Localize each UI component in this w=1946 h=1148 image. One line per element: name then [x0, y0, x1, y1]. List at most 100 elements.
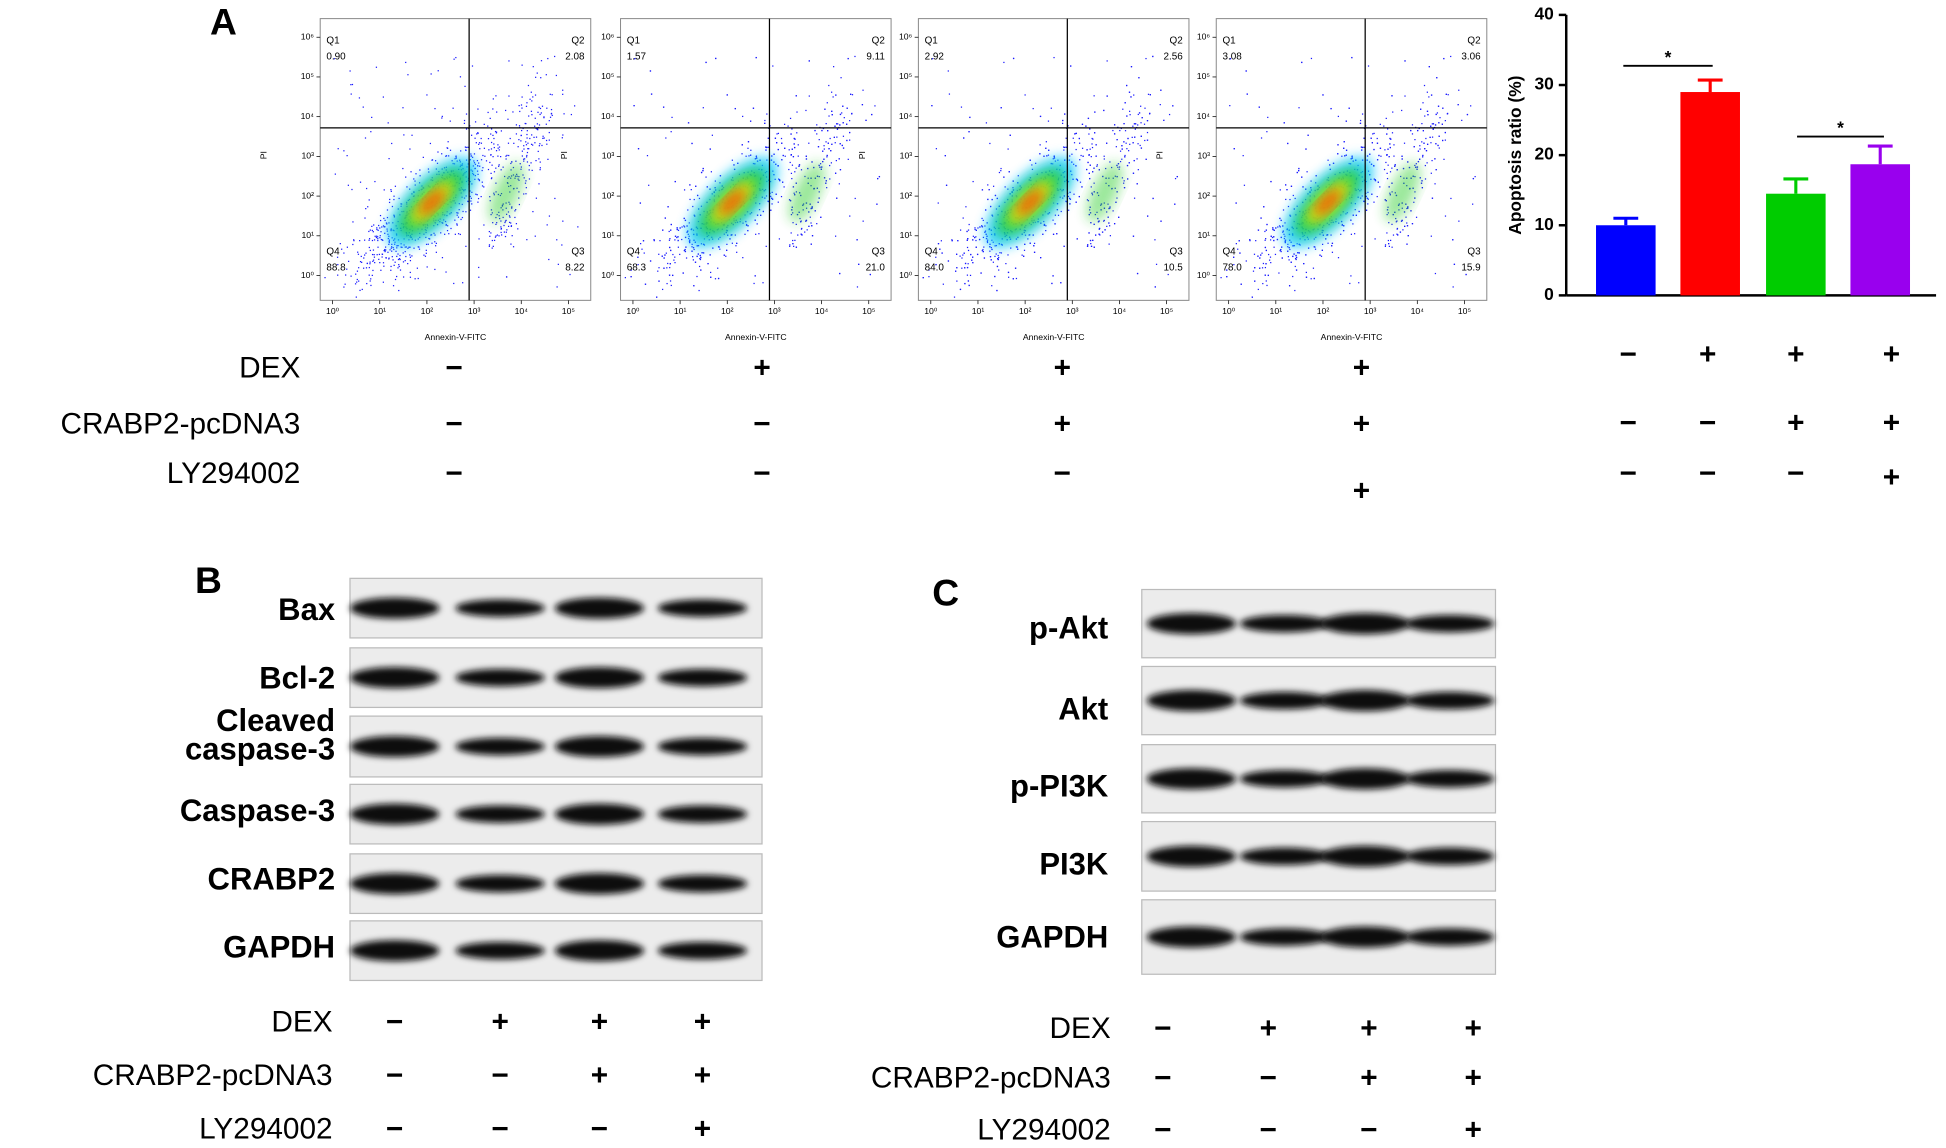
event-dot	[1127, 137, 1129, 140]
event-dot	[1043, 155, 1045, 157]
event-dot	[769, 195, 772, 198]
event-dot	[789, 117, 792, 120]
event-dot	[1396, 233, 1398, 235]
event-dot	[336, 256, 339, 258]
event-dot	[1126, 84, 1128, 87]
event-dot	[847, 158, 849, 160]
event-dot	[1140, 122, 1142, 124]
event-dot	[1086, 168, 1088, 171]
event-dot	[1257, 255, 1259, 257]
event-dot	[679, 227, 681, 229]
event-dot	[1281, 246, 1283, 248]
event-dot	[811, 161, 813, 163]
event-dot	[374, 261, 376, 264]
event-dot	[478, 143, 480, 145]
event-dot	[791, 148, 793, 150]
event-dot	[368, 274, 370, 276]
event-dot	[480, 142, 483, 144]
event-dot	[1056, 233, 1058, 235]
blot-strip	[1141, 665, 1497, 736]
event-dot	[1062, 119, 1064, 122]
event-dot	[1075, 148, 1077, 151]
event-dot	[470, 155, 473, 157]
event-dot	[388, 157, 390, 160]
y-tick-label: 10⁶	[1197, 32, 1211, 42]
event-dot	[831, 114, 833, 116]
event-dot	[425, 243, 428, 245]
event-dot	[1386, 133, 1388, 135]
event-dot	[1260, 254, 1262, 256]
event-dot	[404, 250, 406, 253]
event-dot	[1010, 247, 1012, 249]
event-dot	[391, 246, 393, 248]
event-dot	[377, 246, 379, 248]
event-dot	[523, 158, 526, 160]
event-dot	[334, 173, 336, 175]
event-dot	[380, 231, 382, 233]
event-dot	[747, 225, 749, 227]
event-dot	[1287, 256, 1289, 258]
event-dot	[1035, 162, 1037, 164]
event-dot	[1139, 144, 1141, 147]
event-dot	[798, 164, 801, 166]
event-dot	[809, 216, 811, 218]
event-dot	[795, 223, 797, 226]
event-dot	[1052, 233, 1055, 235]
event-dot	[799, 221, 802, 223]
event-dot	[459, 76, 462, 78]
event-dot	[534, 235, 536, 237]
event-dot	[425, 252, 427, 254]
treatment-sign: +	[591, 1059, 608, 1092]
event-dot	[1095, 144, 1097, 146]
x-tick-label: 10⁵	[562, 306, 576, 316]
event-dot	[828, 115, 830, 117]
event-dot	[1312, 267, 1315, 269]
event-dot	[490, 154, 492, 156]
event-dot	[783, 186, 785, 188]
x-axis-label: Annexin-V-FITC	[1321, 332, 1383, 342]
event-dot	[1404, 60, 1406, 62]
event-dot	[682, 272, 684, 274]
event-dot	[545, 123, 547, 125]
event-dot	[453, 282, 455, 285]
event-dot	[1341, 155, 1343, 157]
event-dot	[835, 123, 838, 125]
event-dot	[1000, 107, 1002, 109]
event-dot	[1137, 124, 1139, 126]
event-dot	[346, 246, 348, 248]
event-dot	[1064, 113, 1066, 115]
event-dot	[455, 155, 457, 157]
event-dot	[554, 197, 556, 200]
event-dot	[702, 107, 704, 109]
event-dot	[366, 262, 368, 265]
quadrant-value: 3.06	[1461, 52, 1481, 63]
event-dot	[448, 155, 450, 157]
event-dot	[1007, 271, 1010, 274]
event-dot	[504, 221, 506, 224]
event-dot	[1421, 122, 1423, 125]
event-dot	[357, 253, 360, 255]
event-dot	[1005, 262, 1007, 265]
event-dot	[1287, 205, 1290, 208]
event-dot	[1351, 156, 1353, 158]
event-dot	[839, 124, 841, 126]
event-dot	[1045, 229, 1047, 232]
event-dot	[1428, 96, 1430, 98]
event-dot	[1109, 225, 1111, 227]
event-dot	[1280, 248, 1282, 251]
blot-label: CRABP2	[208, 861, 336, 896]
event-dot	[385, 257, 387, 259]
event-dot	[1269, 239, 1272, 241]
panel-label: C	[932, 572, 959, 614]
event-dot	[670, 131, 672, 133]
event-dot	[373, 254, 375, 256]
event-dot	[981, 225, 983, 227]
event-dot	[1395, 221, 1397, 223]
event-dot	[392, 259, 394, 261]
event-dot	[1373, 132, 1375, 135]
event-dot	[435, 251, 437, 253]
event-dot	[505, 155, 507, 157]
treatment-sign: −	[753, 408, 770, 441]
treatment-sign: +	[591, 1006, 608, 1039]
event-dot	[460, 150, 462, 152]
